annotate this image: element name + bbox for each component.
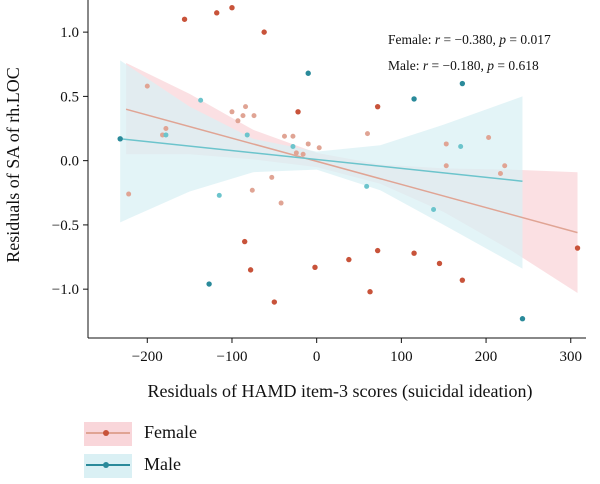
point-male: [458, 144, 464, 150]
legend-label-male: Male: [144, 454, 181, 474]
point-male: [163, 132, 169, 138]
point-female: [271, 299, 278, 305]
point-male: [198, 97, 204, 103]
point-male: [459, 80, 466, 87]
x-tick-label: −200: [132, 349, 163, 365]
fit-line-female: [125, 108, 578, 234]
point-female: [269, 174, 275, 180]
point-female: [163, 126, 169, 132]
point-female: [281, 133, 287, 139]
fit-line-male: [120, 138, 523, 182]
x-tick-label: 0: [313, 349, 321, 365]
point-female: [486, 135, 492, 141]
x-tick-label: −100: [216, 349, 247, 365]
y-tick-label: 0.5: [60, 89, 79, 105]
point-female: [229, 109, 235, 115]
legend-item-female: Female: [84, 420, 244, 452]
axes: −200 −100 0 100 200 300 −1.0 −0.5 0.0 0.5 1.0: [52, 0, 586, 365]
x-tick-label: 300: [560, 349, 583, 365]
point-female: [574, 245, 581, 251]
point-male: [364, 183, 370, 189]
x-axis-title: Residuals of HAMD item-3 scores (suicida…: [148, 381, 533, 402]
legend-item-male: Male: [84, 452, 244, 484]
point-male: [411, 96, 417, 102]
point-male: [431, 206, 437, 212]
scatter-chart: −200 −100 0 100 200 300 −1.0 −0.5 0.0 0.5 1.0 Resi…: [3, 0, 586, 402]
legend: Female Male: [84, 420, 244, 484]
point-female: [443, 141, 449, 147]
stats-annotations: Female: r = −0.380, p = 0.017 Male: r = −…: [388, 32, 551, 73]
point-female: [300, 151, 306, 157]
point-female: [316, 145, 322, 151]
legend-dot-male: [103, 462, 109, 468]
point-female: [497, 170, 503, 176]
point-female: [261, 29, 267, 35]
legend-dot-female: [103, 430, 109, 436]
point-female: [290, 133, 296, 139]
point-male: [244, 132, 250, 138]
point-female: [436, 260, 443, 267]
point-female: [126, 191, 132, 197]
data-points: [117, 5, 581, 322]
point-female: [295, 109, 301, 115]
y-axis-title: Residuals of SA of rh.LOC: [3, 67, 23, 263]
point-female: [293, 150, 299, 156]
point-female: [214, 10, 220, 16]
point-female: [312, 264, 318, 271]
point-female: [243, 104, 249, 110]
point-male: [519, 316, 526, 322]
point-female: [144, 83, 150, 89]
y-tick-label: −1.0: [52, 282, 79, 298]
x-tick-label: 100: [390, 349, 413, 365]
point-female: [374, 247, 381, 254]
point-female: [278, 200, 284, 206]
point-female: [241, 238, 248, 245]
y-tick-label: 1.0: [60, 25, 79, 41]
point-male: [206, 281, 212, 287]
point-female: [502, 163, 508, 169]
point-female: [374, 103, 381, 110]
ci-band-male: [120, 60, 523, 269]
point-female: [251, 113, 257, 119]
point-female: [240, 113, 246, 119]
point-male: [290, 144, 296, 150]
point-male: [216, 192, 222, 198]
point-female: [346, 256, 352, 263]
point-female: [364, 131, 370, 137]
annotation-female: Female: r = −0.380, p = 0.017: [388, 32, 551, 47]
legend-label-female: Female: [144, 422, 197, 442]
x-tick-label: 200: [475, 349, 498, 365]
y-tick-label: 0.0: [60, 154, 79, 170]
annotation-male: Male: r = −0.180, p = 0.618: [388, 58, 539, 73]
point-male: [117, 136, 123, 142]
point-female: [235, 118, 241, 124]
point-female: [411, 250, 417, 256]
regression-lines: [120, 108, 578, 234]
point-female: [367, 289, 373, 295]
point-female: [459, 277, 466, 283]
point-female: [249, 187, 255, 193]
point-female: [305, 141, 311, 147]
point-male: [305, 70, 311, 76]
point-female: [247, 267, 254, 273]
y-tick-label: −0.5: [52, 218, 79, 234]
point-female: [229, 5, 235, 11]
point-female: [181, 16, 188, 22]
point-female: [443, 163, 449, 169]
